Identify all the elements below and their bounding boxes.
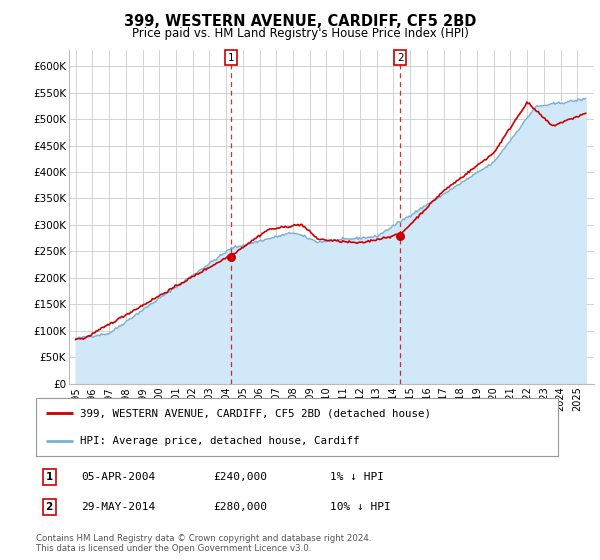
Text: 2: 2 xyxy=(397,53,404,63)
Text: 2: 2 xyxy=(46,502,53,512)
Text: 05-APR-2004: 05-APR-2004 xyxy=(81,472,155,482)
Text: Contains HM Land Registry data © Crown copyright and database right 2024.
This d: Contains HM Land Registry data © Crown c… xyxy=(36,534,371,553)
Text: Price paid vs. HM Land Registry's House Price Index (HPI): Price paid vs. HM Land Registry's House … xyxy=(131,27,469,40)
Text: £280,000: £280,000 xyxy=(213,502,267,512)
Text: HPI: Average price, detached house, Cardiff: HPI: Average price, detached house, Card… xyxy=(80,436,360,446)
Text: 29-MAY-2014: 29-MAY-2014 xyxy=(81,502,155,512)
Text: 1: 1 xyxy=(46,472,53,482)
Text: 399, WESTERN AVENUE, CARDIFF, CF5 2BD (detached house): 399, WESTERN AVENUE, CARDIFF, CF5 2BD (d… xyxy=(80,408,431,418)
Text: 10% ↓ HPI: 10% ↓ HPI xyxy=(330,502,391,512)
Text: 1: 1 xyxy=(227,53,234,63)
Text: 1% ↓ HPI: 1% ↓ HPI xyxy=(330,472,384,482)
Text: 399, WESTERN AVENUE, CARDIFF, CF5 2BD: 399, WESTERN AVENUE, CARDIFF, CF5 2BD xyxy=(124,14,476,29)
Text: £240,000: £240,000 xyxy=(213,472,267,482)
